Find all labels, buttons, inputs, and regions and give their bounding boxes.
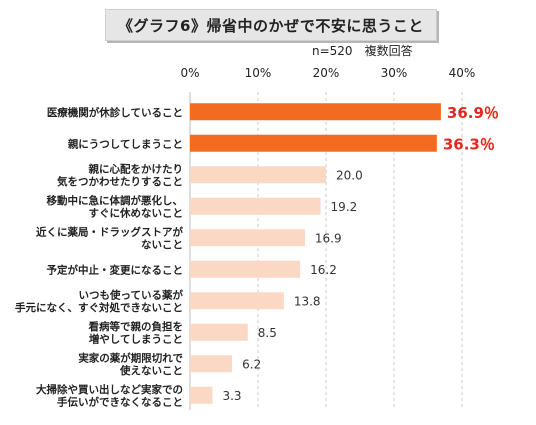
bar xyxy=(190,197,321,215)
category-label: 看病等で親の負担を xyxy=(89,320,184,333)
data-label: 36.3％ xyxy=(443,135,495,153)
data-label: 16.2 xyxy=(310,263,337,277)
sample-note: n=520 複数回答 xyxy=(312,44,413,58)
category-label: 大掃除や買い出しなど実家での xyxy=(36,383,183,396)
data-label: 20.0 xyxy=(336,168,363,182)
category-label: 手元になく、すぐ対処できないこと xyxy=(15,301,183,314)
category-label: いつも使っている薬が xyxy=(79,289,184,302)
bar xyxy=(190,292,284,310)
bar xyxy=(190,103,441,121)
bar xyxy=(190,134,437,152)
bar xyxy=(190,323,248,341)
category-label: 親にうつしてしまうこと xyxy=(68,137,183,150)
category-label: 実家の薬が期限切れで xyxy=(78,352,183,365)
category-label: ないこと xyxy=(141,239,183,251)
category-label: 医療機関が休診していること xyxy=(47,106,183,119)
chart-title: 《グラフ6》帰省中のかぜで不安に思うこと xyxy=(105,9,437,41)
data-label: 3.3 xyxy=(222,389,241,403)
x-tick-label: 20% xyxy=(313,66,340,80)
category-label: 気をつかわせたりすること xyxy=(56,175,183,188)
x-tick-label: 40% xyxy=(449,66,476,80)
x-tick-label: 30% xyxy=(381,66,408,80)
data-label: 8.5 xyxy=(258,326,277,340)
category-label: 増やしてしまうこと xyxy=(89,333,183,346)
data-label: 16.9 xyxy=(315,231,342,245)
x-tick-label: 0% xyxy=(180,66,199,80)
category-label: 親に心配をかけたり xyxy=(89,163,184,176)
data-label: 19.2 xyxy=(331,200,358,214)
category-label: 近くに薬局・ドラッグストアが xyxy=(36,226,183,239)
bar xyxy=(190,166,326,184)
category-label: すぐに休めないこと xyxy=(89,207,184,220)
category-label: 手伝いができなくなること xyxy=(57,396,183,409)
bar xyxy=(190,355,233,373)
bar xyxy=(190,229,305,247)
x-tick-label: 10% xyxy=(245,66,272,80)
data-label: 36.9％ xyxy=(447,104,499,122)
data-label: 6.2 xyxy=(242,357,261,371)
category-label: 使えないこと xyxy=(119,364,183,377)
bar xyxy=(190,260,301,278)
bar xyxy=(190,386,213,404)
category-label: 移動中に急に体調が悪化し、 xyxy=(47,194,184,207)
data-label: 13.8 xyxy=(294,294,321,308)
category-label: 予定が中止・変更になること xyxy=(47,263,184,276)
